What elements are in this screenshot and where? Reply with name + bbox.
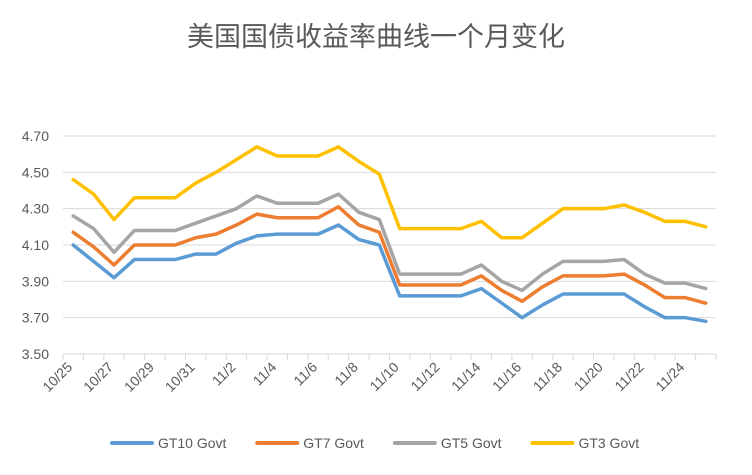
- legend: GT10 Govt GT7 Govt GT5 Govt GT3 Govt: [109, 435, 639, 451]
- x-tick-label: 11/18: [530, 359, 566, 395]
- x-tick-label: 11/12: [407, 359, 443, 395]
- series-line-gt3-govt: [71, 145, 708, 240]
- y-tick-label: 4.10: [22, 237, 49, 253]
- grid-layer: [63, 135, 716, 319]
- y-tick-label: 4.30: [22, 201, 49, 217]
- x-tick-label: 10/25: [39, 359, 75, 395]
- series-line-gt7-govt: [71, 205, 708, 305]
- series-layer: [71, 145, 708, 324]
- legend-label: GT3 Govt: [578, 435, 639, 451]
- x-tick-label: 11/4: [250, 359, 280, 389]
- x-tick-label: 11/20: [571, 359, 607, 395]
- y-tick-label: 3.50: [22, 346, 49, 362]
- legend-label: GT10 Govt: [158, 435, 227, 451]
- series-line-gt5-govt: [71, 192, 708, 293]
- chart-title: 美国国债收益率曲线一个月变化: [187, 22, 565, 53]
- series-line-gt10-govt: [71, 223, 708, 324]
- x-tick-label: 11/10: [366, 359, 402, 395]
- x-tick-label: 11/24: [652, 359, 688, 395]
- legend-label: GT7 Govt: [303, 435, 364, 451]
- x-tick-label: 11/2: [209, 359, 239, 389]
- legend-label: GT5 Govt: [441, 435, 502, 451]
- x-tick-label: 11/22: [611, 359, 647, 395]
- x-tick-label: 10/27: [80, 359, 116, 395]
- x-tick-label: 11/14: [448, 359, 484, 395]
- y-tick-label: 3.90: [22, 273, 49, 289]
- x-tick-label: 11/6: [290, 359, 320, 389]
- y-tick-label: 4.50: [22, 164, 49, 180]
- x-tick-label: 10/31: [162, 359, 198, 395]
- x-tick-label: 11/8: [331, 359, 361, 389]
- y-tick-label: 4.70: [22, 128, 49, 144]
- x-tick-label: 11/16: [489, 359, 525, 395]
- x-tick-label: 10/29: [121, 359, 157, 395]
- y-tick-label: 3.70: [22, 310, 49, 326]
